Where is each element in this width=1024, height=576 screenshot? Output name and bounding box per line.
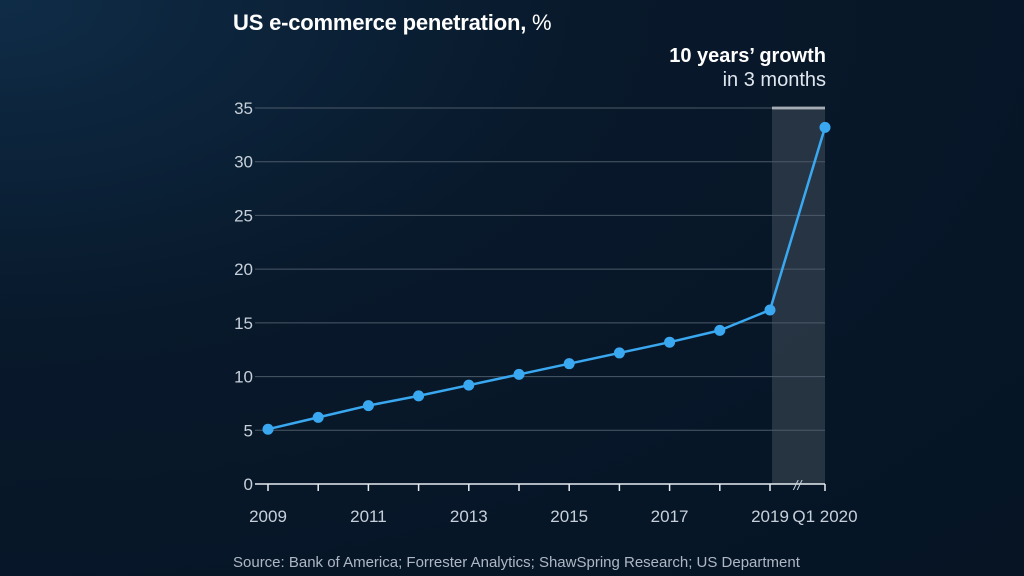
- data-point-2016: [613, 347, 625, 359]
- data-point-2010: [312, 411, 324, 423]
- data-point-2018: [714, 324, 726, 336]
- y-tick-label: 5: [244, 421, 253, 440]
- axis-break-marker: //: [793, 477, 804, 493]
- data-point-2011: [362, 400, 374, 412]
- x-tick-label: 2015: [550, 507, 588, 526]
- data-point-q1-2020: [819, 121, 831, 133]
- x-tick-label: 2011: [350, 507, 387, 526]
- data-point-2017: [664, 336, 676, 348]
- data-point-2012: [413, 390, 425, 402]
- y-tick-label: 20: [234, 260, 253, 279]
- y-tick-label: 10: [234, 368, 253, 387]
- x-tick-label: 2013: [450, 507, 488, 526]
- chart-title-unit: %: [532, 10, 552, 35]
- data-point-2014: [513, 368, 525, 380]
- highlight-band: [772, 108, 825, 484]
- growth-annotation-line2: in 3 months: [722, 69, 826, 91]
- chart-title-text: US e-commerce penetration,: [233, 10, 527, 35]
- growth-annotation: 10 years’ growth in 3 months: [669, 44, 826, 92]
- chart-title: US e-commerce penetration, %: [233, 10, 552, 36]
- data-point-2013: [463, 379, 475, 391]
- y-tick-label: 15: [234, 314, 253, 333]
- source-note: Source: Bank of America; Forrester Analy…: [233, 554, 800, 571]
- x-tick-label: 2009: [249, 507, 287, 526]
- data-point-2009: [262, 423, 274, 435]
- data-point-2019: [764, 304, 776, 316]
- y-tick-label: 25: [234, 206, 253, 225]
- y-tick-label: 35: [234, 99, 253, 118]
- x-tick-label: 2017: [651, 507, 689, 526]
- x-tick-label: 2019: [751, 507, 789, 526]
- y-tick-label: 30: [234, 153, 253, 172]
- y-tick-label: 0: [244, 475, 253, 494]
- x-tick-label: Q1 2020: [792, 507, 857, 526]
- series-line: [267, 126, 827, 431]
- data-point-2015: [563, 358, 575, 370]
- growth-annotation-line1: 10 years’ growth: [669, 45, 826, 67]
